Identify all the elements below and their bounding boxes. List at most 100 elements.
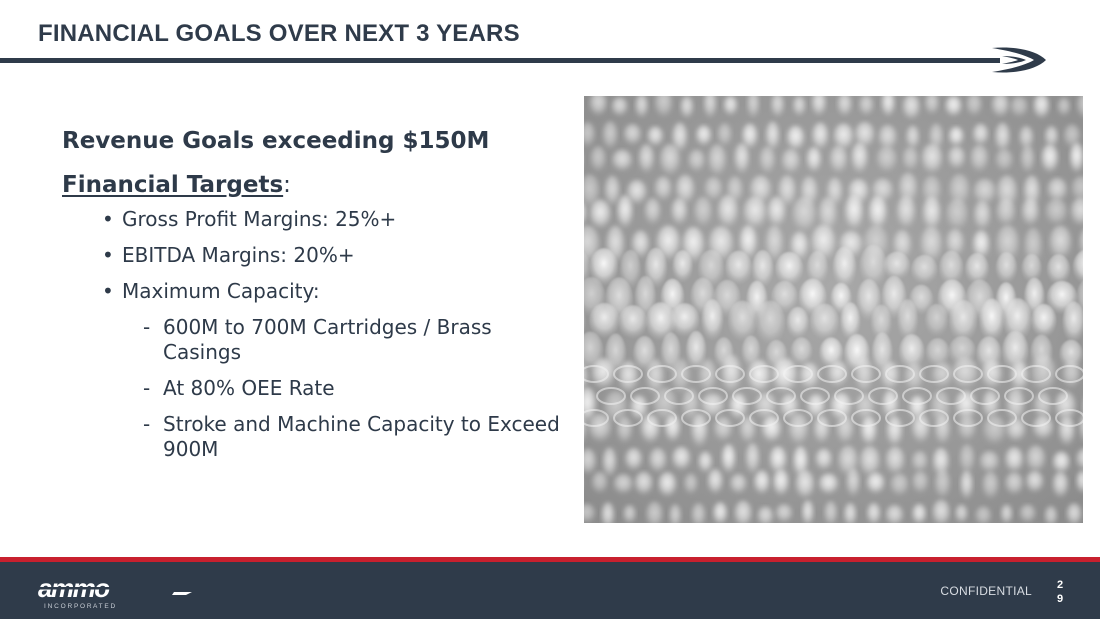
bokeh-blob <box>994 122 1011 154</box>
bokeh-blob <box>720 354 742 395</box>
bokeh-blob <box>755 300 786 346</box>
bokeh-blob <box>948 299 978 343</box>
bokeh-blob <box>690 413 709 450</box>
bokeh-blob <box>584 387 597 425</box>
bokeh-blob <box>883 251 911 281</box>
bokeh-blob <box>809 303 840 341</box>
bokeh-blob <box>720 443 737 475</box>
bokeh-blob <box>947 145 966 171</box>
cartridge-rim <box>630 387 660 405</box>
bokeh-blob <box>919 226 943 265</box>
bokeh-blob <box>938 250 964 287</box>
cartridge-rim <box>1055 365 1083 383</box>
bokeh-blob <box>1040 144 1059 175</box>
bokeh-blob <box>1057 415 1076 448</box>
sub-bullet-text: At 80% OEE Rate <box>163 376 335 401</box>
bokeh-blob <box>589 199 612 231</box>
bokeh-blob <box>1059 339 1083 370</box>
cartridge-rim <box>647 365 677 383</box>
bokeh-blob <box>805 146 822 174</box>
bokeh-blob <box>687 149 706 174</box>
bokeh-blob <box>1044 125 1059 149</box>
cartridge-rim <box>732 387 762 405</box>
bokeh-blob <box>654 96 674 119</box>
bokeh-blob <box>633 471 654 497</box>
bullet-text: Maximum Capacity: <box>122 279 320 304</box>
bokeh-blob <box>624 447 643 472</box>
cartridge-rim <box>783 409 813 427</box>
bokeh-blob <box>753 470 771 496</box>
bokeh-blob <box>836 96 853 118</box>
footer-accent-line <box>0 557 1100 562</box>
bokeh-blob <box>1062 301 1083 344</box>
bokeh-blob <box>897 299 919 342</box>
bokeh-blob <box>1032 96 1051 120</box>
confidential-label: CONFIDENTIAL <box>940 584 1032 598</box>
bokeh-blob <box>911 503 927 523</box>
cartridge-rim <box>817 409 847 427</box>
bokeh-blob <box>672 250 693 284</box>
bokeh-blob <box>646 126 664 148</box>
bokeh-blob <box>877 124 898 152</box>
cartridge-rim <box>919 409 949 427</box>
bokeh-blob <box>1069 142 1083 175</box>
bokeh-blob <box>703 176 723 203</box>
bokeh-blob <box>1044 198 1068 227</box>
sub-bullet-text: Stroke and Machine Capacity to Exceed 90… <box>163 412 560 462</box>
bokeh-blob <box>712 501 728 523</box>
bokeh-blob <box>690 502 707 523</box>
bokeh-blob <box>1075 448 1083 472</box>
bokeh-blob <box>931 499 951 523</box>
cartridge-rim <box>834 387 864 405</box>
bokeh-blob <box>813 415 830 445</box>
bokeh-blob <box>850 142 869 176</box>
bullet-icon: • <box>102 279 114 304</box>
bokeh-blob <box>881 389 899 421</box>
bokeh-blob <box>811 122 830 152</box>
bokeh-blob <box>716 123 733 148</box>
bokeh-blob <box>921 196 942 233</box>
bokeh-blob <box>703 96 718 120</box>
bokeh-blob <box>823 500 838 523</box>
bokeh-blob <box>772 468 790 498</box>
bokeh-blob <box>584 448 597 476</box>
bokeh-blob <box>1065 503 1083 523</box>
bokeh-blob <box>770 96 785 119</box>
sub-bullet-text: 600M to 700M Cartridges / Brass Casings <box>163 315 492 365</box>
targets-list: • Gross Profit Margins: 25%+ • EBITDA Marg… <box>62 207 562 304</box>
bokeh-blob <box>858 445 881 478</box>
bokeh-blob <box>1048 225 1073 262</box>
cartridge-rim <box>749 365 779 383</box>
bokeh-blob <box>716 194 739 230</box>
bokeh-blob <box>601 121 619 151</box>
bokeh-blob <box>867 195 888 232</box>
bokeh-blob <box>693 196 713 229</box>
cartridge-rim <box>664 387 694 405</box>
bokeh-blob <box>685 330 707 372</box>
logo-subtext: I N C O R P O R A T E D <box>44 603 115 610</box>
bokeh-blob <box>584 503 596 523</box>
cartridge-rim <box>919 365 949 383</box>
bokeh-blob <box>1031 303 1057 339</box>
bokeh-blob <box>729 473 748 495</box>
bokeh-blob <box>901 96 921 122</box>
cartridge-rim <box>970 387 1000 405</box>
bokeh-blob <box>969 144 989 174</box>
bokeh-blob <box>1046 254 1071 286</box>
bokeh-blob <box>637 143 655 175</box>
chevron-swoosh-icon <box>992 47 1046 73</box>
bokeh-blob <box>669 303 700 338</box>
bokeh-blob <box>701 299 724 342</box>
cartridge-rim <box>987 409 1017 427</box>
bokeh-blob <box>835 415 855 446</box>
cartridge-rim <box>1038 387 1068 405</box>
bokeh-blob <box>885 415 904 449</box>
list-item: -600M to 700M Cartridges / Brass Casings <box>62 315 562 365</box>
bokeh-blob <box>640 413 661 445</box>
bokeh-blob <box>859 244 887 288</box>
bokeh-blob <box>733 500 753 523</box>
cartridge-rim <box>885 365 915 383</box>
bokeh-blob <box>911 470 929 495</box>
bokeh-blob <box>683 473 699 496</box>
bokeh-blob <box>588 96 608 117</box>
